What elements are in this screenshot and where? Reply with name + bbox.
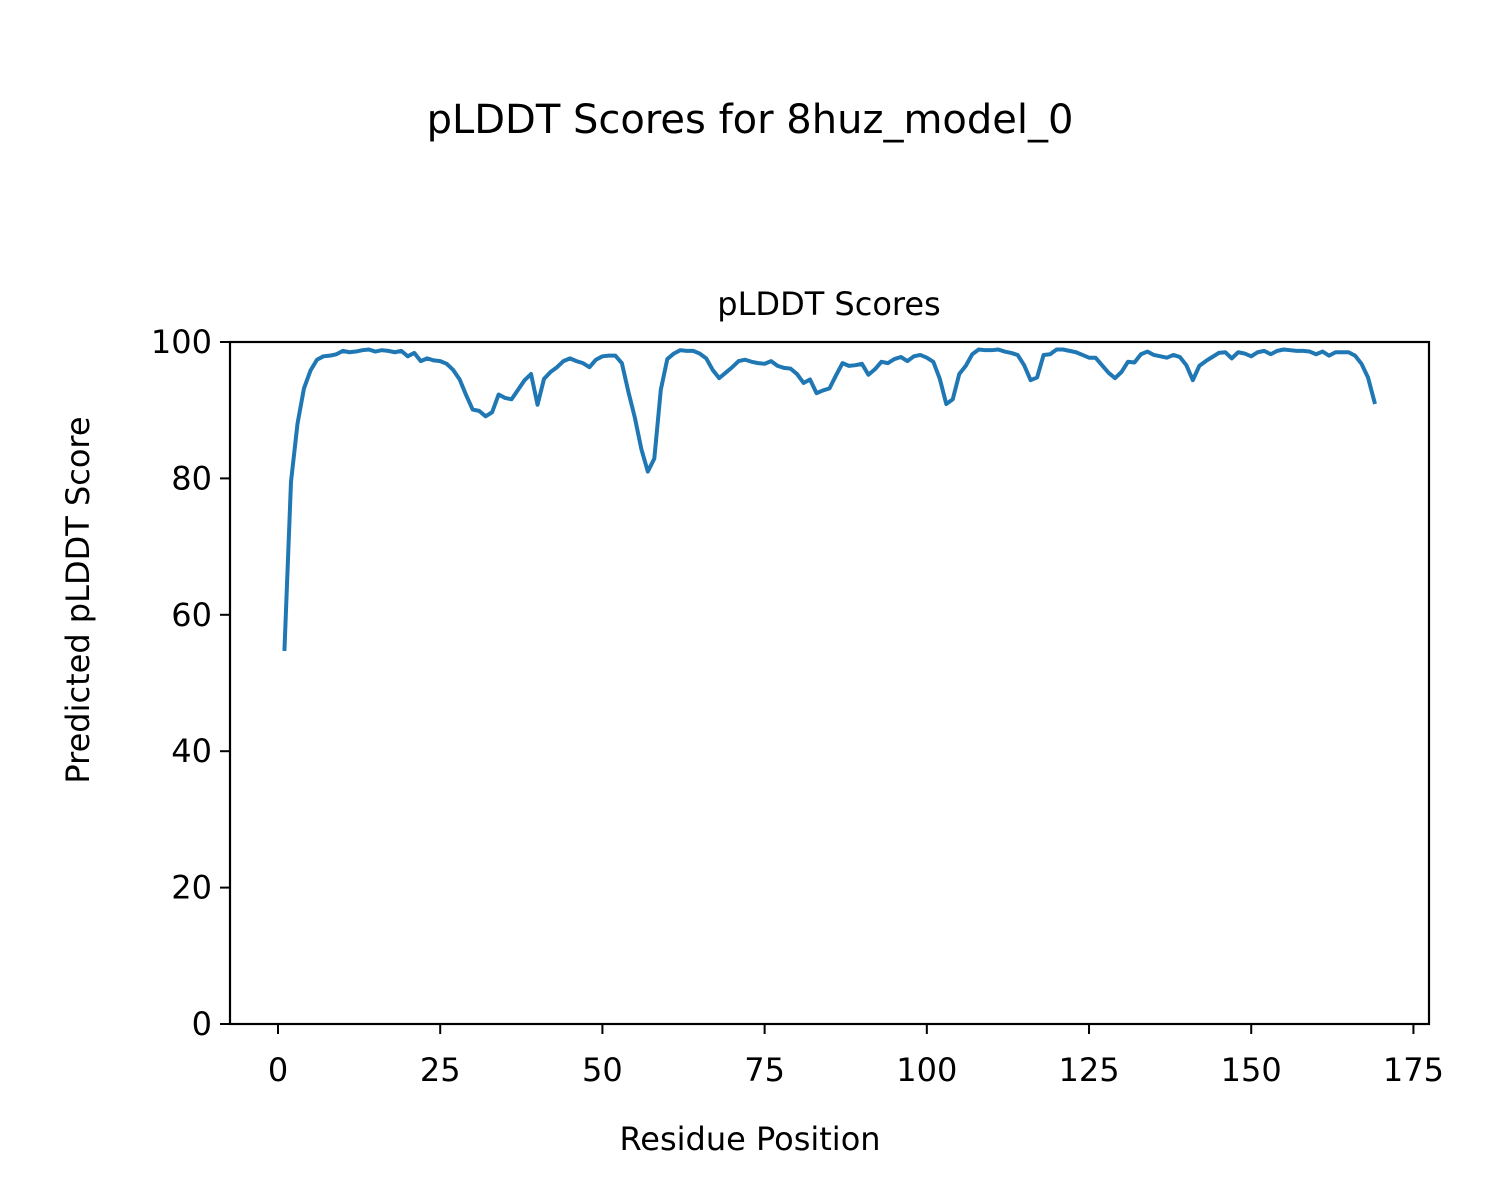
axes-frame [228, 340, 1431, 1026]
chart-title: pLDDT Scores [717, 285, 940, 323]
y-tick-label: 100 [151, 323, 212, 361]
y-tick-label: 40 [171, 732, 212, 770]
x-axis-label: Residue Position [619, 1120, 880, 1158]
x-tick-label: 175 [1383, 1051, 1444, 1089]
y-axis-label: Predicted pLDDT Score [59, 416, 97, 783]
figure-suptitle: pLDDT Scores for 8huz_model_0 [427, 97, 1074, 143]
y-tick-label: 80 [171, 459, 212, 497]
y-axis-ticks: 0 20 40 60 80 100 [151, 323, 230, 1043]
x-tick-label: 125 [1058, 1051, 1119, 1089]
x-tick-label: 50 [582, 1051, 623, 1089]
x-tick-label: 100 [896, 1051, 957, 1089]
x-tick-label: 150 [1221, 1051, 1282, 1089]
x-tick-label: 0 [268, 1051, 288, 1089]
y-tick-label: 20 [171, 869, 212, 907]
series-layer [282, 347, 1377, 651]
plot-area: 0 25 50 75 100 125 150 175 0 20 40 60 80 100 [151, 323, 1444, 1089]
x-tick-label: 75 [744, 1051, 785, 1089]
y-tick-label: 0 [192, 1005, 212, 1043]
y-tick-label: 60 [171, 596, 212, 634]
x-axis-ticks: 0 25 50 75 100 125 150 175 [268, 1024, 1444, 1089]
x-tick-label: 25 [420, 1051, 461, 1089]
plddt-series-line [282, 347, 1377, 651]
